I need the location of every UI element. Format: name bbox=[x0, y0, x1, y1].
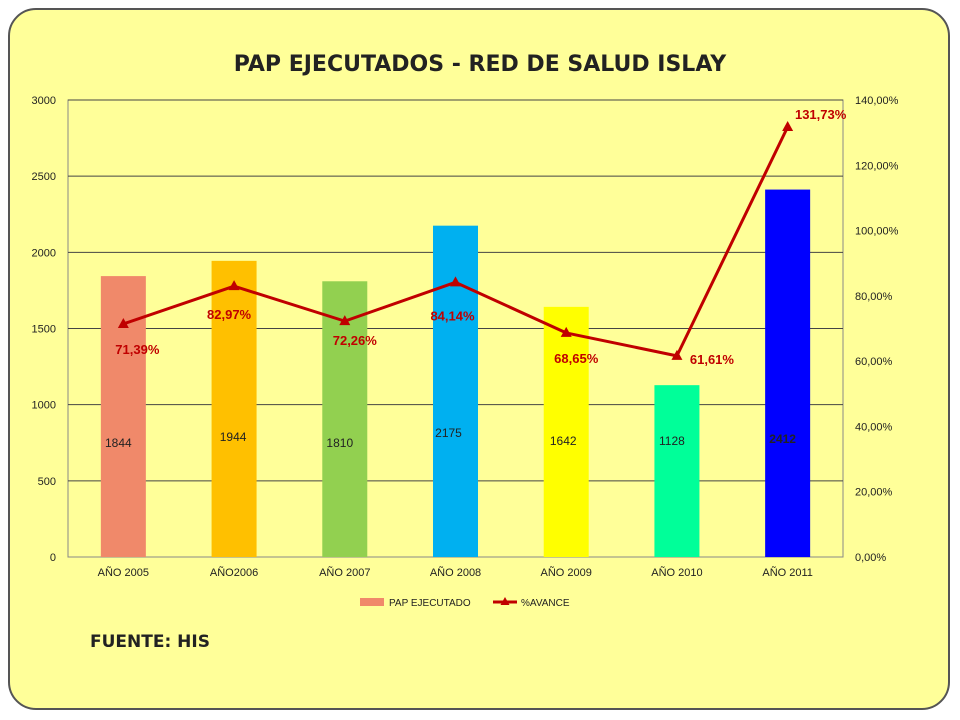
bar-value-label: 1944 bbox=[220, 430, 247, 444]
avance-marker bbox=[450, 276, 461, 287]
y-tick-label: 2500 bbox=[32, 171, 56, 183]
x-category-label: AÑO 2005 bbox=[98, 566, 149, 579]
x-category-label: AÑO 2008 bbox=[430, 566, 481, 579]
bar bbox=[765, 189, 811, 557]
source-note: FUENTE: HIS bbox=[90, 632, 210, 652]
chart-title: PAP EJECUTADOS - RED DE SALUD ISLAY bbox=[233, 52, 727, 77]
x-category-label: AÑO2006 bbox=[210, 566, 258, 579]
bar-value-label: 2175 bbox=[435, 426, 462, 440]
legend-label-line: %AVANCE bbox=[521, 598, 570, 609]
bar-value-label: 1128 bbox=[659, 434, 685, 448]
bar bbox=[543, 306, 589, 557]
avance-value-label: 68,65% bbox=[554, 351, 599, 366]
y-tick-label: 3000 bbox=[32, 95, 56, 107]
bar bbox=[433, 225, 478, 558]
bar-value-label: 2412 bbox=[769, 432, 796, 446]
avance-value-label: 61,61% bbox=[690, 352, 735, 367]
avance-value-label: 84,14% bbox=[430, 308, 475, 323]
avance-marker bbox=[671, 349, 683, 360]
avance-marker bbox=[117, 317, 129, 328]
legend-swatch-bar bbox=[360, 598, 384, 606]
y2-tick-label: 100,00% bbox=[855, 226, 899, 238]
avance-marker bbox=[339, 315, 351, 326]
avance-marker bbox=[560, 326, 572, 337]
avance-value-label: 72,26% bbox=[333, 333, 378, 348]
legend-label-bar: PAP EJECUTADO bbox=[389, 598, 471, 609]
avance-marker bbox=[782, 120, 794, 131]
x-category-label: AÑO 2007 bbox=[319, 566, 370, 579]
y2-tick-label: 140,00% bbox=[855, 95, 899, 107]
bar bbox=[211, 260, 257, 557]
avance-value-label: 71,39% bbox=[115, 342, 160, 357]
x-category-label: AÑO 2011 bbox=[762, 566, 813, 579]
y2-tick-label: 60,00% bbox=[855, 356, 893, 368]
avance-value-label: 131,73% bbox=[795, 107, 847, 122]
y2-tick-label: 120,00% bbox=[855, 160, 899, 172]
bar-value-label: 1844 bbox=[105, 436, 132, 450]
legend-swatch-marker bbox=[500, 597, 510, 605]
y2-tick-label: 80,00% bbox=[855, 291, 893, 303]
avance-marker bbox=[228, 280, 240, 291]
y-tick-label: 1000 bbox=[32, 400, 56, 412]
y-tick-label: 500 bbox=[38, 476, 56, 488]
y2-tick-label: 40,00% bbox=[855, 421, 893, 433]
bar-value-label: 1642 bbox=[550, 434, 577, 448]
avance-value-label: 82,97% bbox=[207, 307, 252, 322]
x-category-label: AÑO 2009 bbox=[541, 566, 592, 579]
bar bbox=[654, 385, 700, 557]
y-tick-label: 1500 bbox=[32, 324, 56, 336]
bar bbox=[322, 281, 368, 557]
y-tick-label: 2000 bbox=[32, 247, 56, 259]
bar-value-label: 1810 bbox=[326, 436, 353, 450]
y2-tick-label: 0,00% bbox=[855, 552, 886, 564]
x-category-label: AÑO 2010 bbox=[651, 566, 702, 579]
y2-tick-label: 20,00% bbox=[855, 487, 893, 499]
y-tick-label: 0 bbox=[50, 552, 56, 564]
